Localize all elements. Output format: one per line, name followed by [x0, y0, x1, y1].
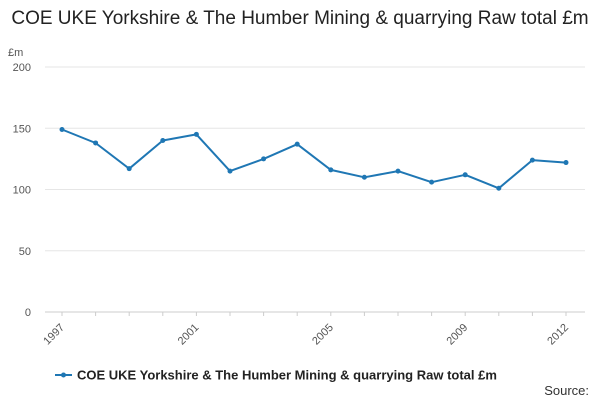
data-point[interactable]	[328, 167, 334, 173]
data-point[interactable]	[193, 131, 199, 137]
x-tick-label: 2012	[545, 322, 571, 348]
data-point[interactable]	[227, 168, 233, 174]
chart-title: COE UKE Yorkshire & The Humber Mining & …	[11, 8, 589, 29]
data-point[interactable]	[395, 168, 401, 174]
data-point[interactable]	[529, 157, 535, 163]
y-tick-label: 150	[13, 123, 31, 135]
y-tick-label: 100	[13, 185, 31, 197]
y-tick-label: 50	[19, 246, 31, 258]
series-line	[61, 128, 567, 190]
x-tick-label: 1997	[41, 322, 67, 348]
legend-item-label: COE UKE Yorkshire & The Humber Mining & …	[77, 368, 497, 383]
grid	[45, 66, 585, 252]
x-tick-label: 2005	[310, 322, 336, 348]
data-point[interactable]	[462, 172, 468, 178]
data-point[interactable]	[294, 141, 300, 147]
source-label: Source:	[544, 383, 589, 398]
y-axis-ticks: 0 50 100 150 200	[13, 62, 31, 319]
y-tick-label: 200	[13, 62, 31, 74]
legend-dot-marker	[61, 372, 66, 378]
data-point[interactable]	[59, 126, 65, 132]
x-axis-ticks: 1997 2001 2005 2009 2012	[41, 312, 571, 347]
y-tick-label: 0	[25, 307, 31, 319]
data-point[interactable]	[261, 156, 267, 162]
data-point[interactable]	[126, 166, 132, 172]
x-tick-label: 2001	[176, 322, 202, 348]
series-layer	[59, 126, 569, 191]
data-point[interactable]	[93, 140, 99, 146]
data-point[interactable]	[496, 185, 502, 191]
data-point[interactable]	[160, 138, 166, 143]
x-tick-label: 2009	[445, 322, 471, 348]
data-point[interactable]	[563, 160, 569, 166]
data-point[interactable]	[361, 174, 367, 180]
data-point[interactable]	[429, 179, 435, 185]
y-axis-unit-label: £m	[8, 47, 23, 59]
legend: COE UKE Yorkshire & The Humber Mining & …	[55, 368, 497, 383]
